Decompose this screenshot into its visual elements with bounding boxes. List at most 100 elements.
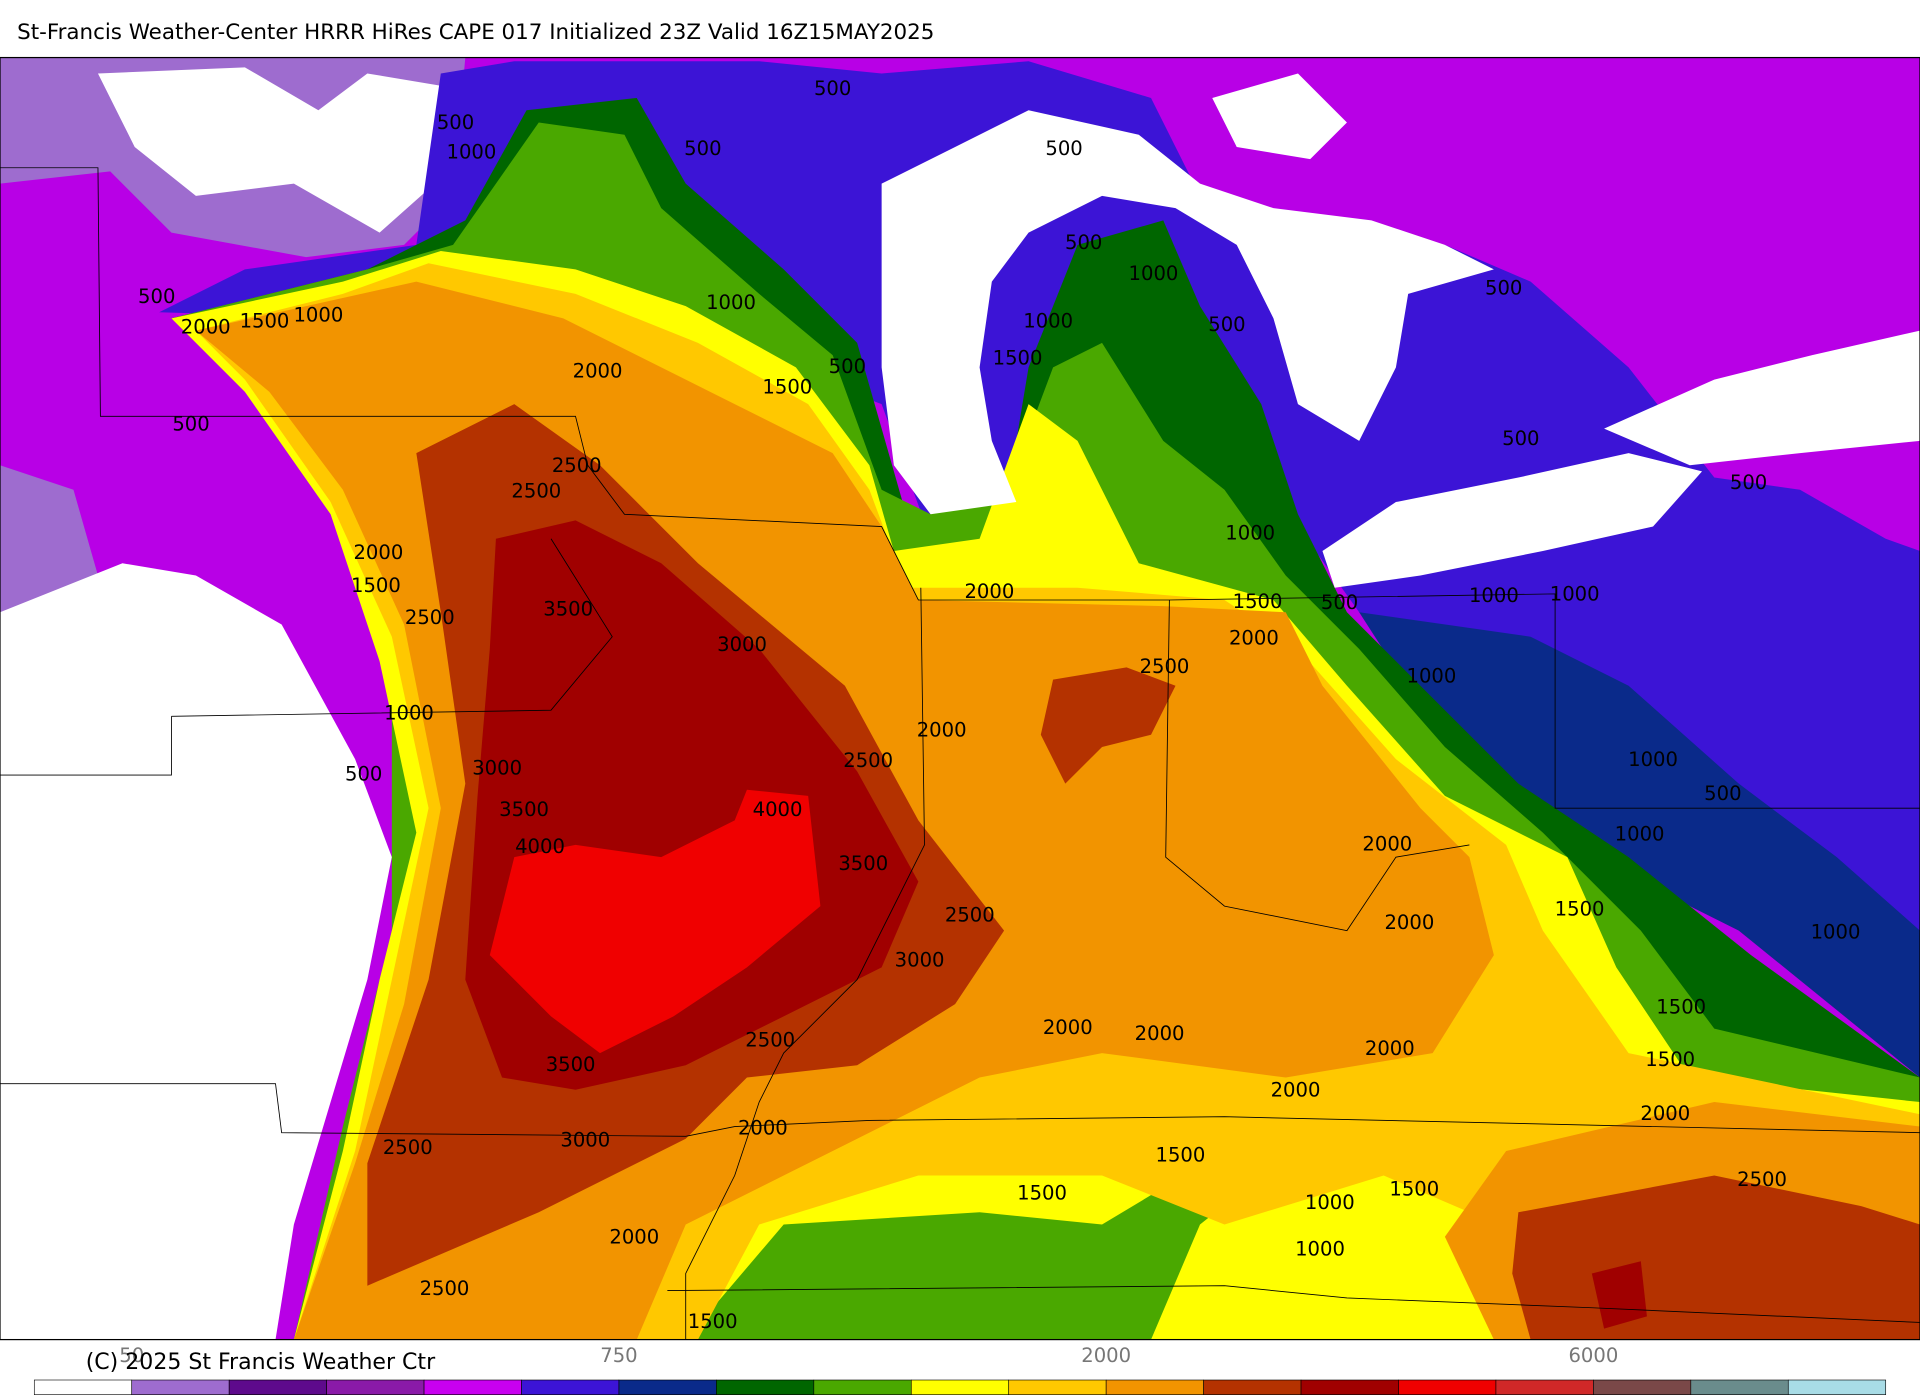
contour-label: 1500: [240, 310, 290, 333]
colorbar-swatch: [618, 1379, 717, 1396]
colorbar-swatch: [1495, 1379, 1594, 1396]
contour-label: 500: [1485, 276, 1522, 299]
contour-label: 2000: [353, 541, 403, 564]
contour-label: 1500: [762, 376, 812, 399]
contour-label: 500: [172, 412, 209, 435]
contour-label: 500: [814, 77, 851, 100]
contour-label: 1000: [1615, 823, 1665, 846]
contour-label: 1500: [1017, 1181, 1067, 1204]
colorbar-label: 50: [119, 1344, 144, 1367]
colorbar-swatch: [1300, 1379, 1399, 1396]
contour-label: 1500: [1656, 995, 1706, 1018]
contour-label: 2500: [843, 749, 893, 772]
contour-label: 3500: [546, 1053, 596, 1076]
contour-label: 3500: [543, 597, 593, 620]
contour-label: 1000: [1811, 921, 1861, 944]
colorbar-swatch: [1398, 1379, 1497, 1396]
contour-label: 500: [1065, 231, 1102, 254]
contour-label: 500: [1321, 591, 1358, 614]
contour-label: 1500: [1155, 1143, 1205, 1166]
contour-label: 2500: [1737, 1168, 1787, 1191]
contour-label: 1500: [1645, 1048, 1695, 1071]
colorbar: 50 750 2000 6000: [33, 1344, 1887, 1396]
colorbar-swatch: [1593, 1379, 1692, 1396]
colorbar-swatch: [1105, 1379, 1204, 1396]
contour-label: 500: [138, 285, 175, 308]
contour-label: 2000: [609, 1225, 659, 1248]
contour-label: 2500: [945, 903, 995, 926]
contour-label: 2000: [1271, 1079, 1321, 1102]
contour-label: 1000: [1550, 583, 1600, 606]
contour-label: 2500: [552, 454, 602, 477]
contour-label: 500: [1730, 471, 1767, 494]
colorbar-swatch: [521, 1379, 620, 1396]
colorbar-swatch: [813, 1379, 912, 1396]
contour-label: 1000: [293, 303, 343, 326]
contour-label: 2000: [1043, 1016, 1093, 1039]
contour-label: 2000: [1229, 627, 1279, 650]
contour-label: 2500: [745, 1028, 795, 1051]
contour-label: 2000: [917, 719, 967, 742]
contour-label: 2000: [738, 1116, 788, 1139]
contour-label: 2000: [1384, 911, 1434, 934]
contour-label: 500: [1502, 427, 1539, 450]
contour-label: 500: [684, 137, 721, 160]
colorbar-swatch: [910, 1379, 1010, 1396]
contour-label: 500: [829, 355, 866, 378]
contour-label: 500: [1704, 782, 1741, 805]
contour-label: 2500: [405, 606, 455, 629]
contour-label: 500: [1045, 137, 1082, 160]
contour-label: 3500: [499, 798, 549, 821]
contour-label: 1000: [1305, 1191, 1355, 1214]
contour-label: 2000: [1362, 832, 1412, 855]
contour-label: 2500: [420, 1277, 470, 1300]
contour-label: 1500: [351, 574, 401, 597]
colorbar-swatch: [326, 1379, 425, 1396]
colorbar-label: 6000: [1568, 1344, 1618, 1367]
contour-label: 1500: [1389, 1178, 1439, 1201]
contour-label: 1000: [1407, 665, 1457, 688]
colorbar-label: 750: [600, 1344, 637, 1367]
contour-label: 1000: [1628, 748, 1678, 771]
colorbar-swatch: [1787, 1379, 1887, 1396]
contour-label: 3000: [717, 633, 767, 656]
colorbar-swatch: [1203, 1379, 1302, 1396]
contour-label: 2000: [573, 360, 623, 383]
contour-label: 1000: [447, 141, 497, 164]
contour-label: 500: [345, 763, 382, 786]
contour-label: 4000: [515, 835, 565, 858]
colorbar-swatch: [716, 1379, 815, 1396]
colorbar-swatch: [1690, 1379, 1789, 1396]
contour-label: 1000: [1469, 584, 1519, 607]
colorbar-swatch: [131, 1379, 230, 1396]
contour-label: 1000: [384, 701, 434, 724]
contour-label: 1500: [993, 346, 1043, 369]
contour-label: 2500: [511, 480, 561, 503]
contour-label: 3500: [838, 852, 888, 875]
colorbar-swatch: [1008, 1379, 1107, 1396]
contour-label: 2000: [1640, 1102, 1690, 1125]
contour-label: 2500: [1140, 655, 1190, 678]
contour-label: 1500: [1233, 590, 1283, 613]
contour-label: 1500: [1555, 897, 1605, 920]
contour-label: 3000: [895, 949, 945, 972]
contour-label: 4000: [753, 798, 803, 821]
contour-label: 2000: [181, 316, 231, 339]
contour-label: 2000: [964, 580, 1014, 603]
colorbar-swatch: [33, 1379, 133, 1396]
contour-label: 1000: [1023, 310, 1073, 333]
contour-label: 3000: [472, 756, 522, 779]
colorbar-label: 2000: [1081, 1344, 1131, 1367]
contour-label: 3000: [560, 1129, 610, 1152]
contour-label: 500: [437, 111, 474, 134]
contour-label: 2000: [1365, 1037, 1415, 1060]
contour-label: 2500: [383, 1136, 433, 1159]
map-frame: [0, 56, 1920, 1341]
contour-label: 1000: [1225, 521, 1275, 544]
colorbar-swatch: [228, 1379, 327, 1396]
contour-label: 500: [1208, 313, 1245, 336]
colorbar-swatch: [423, 1379, 522, 1396]
contour-label: 1000: [1129, 262, 1179, 285]
